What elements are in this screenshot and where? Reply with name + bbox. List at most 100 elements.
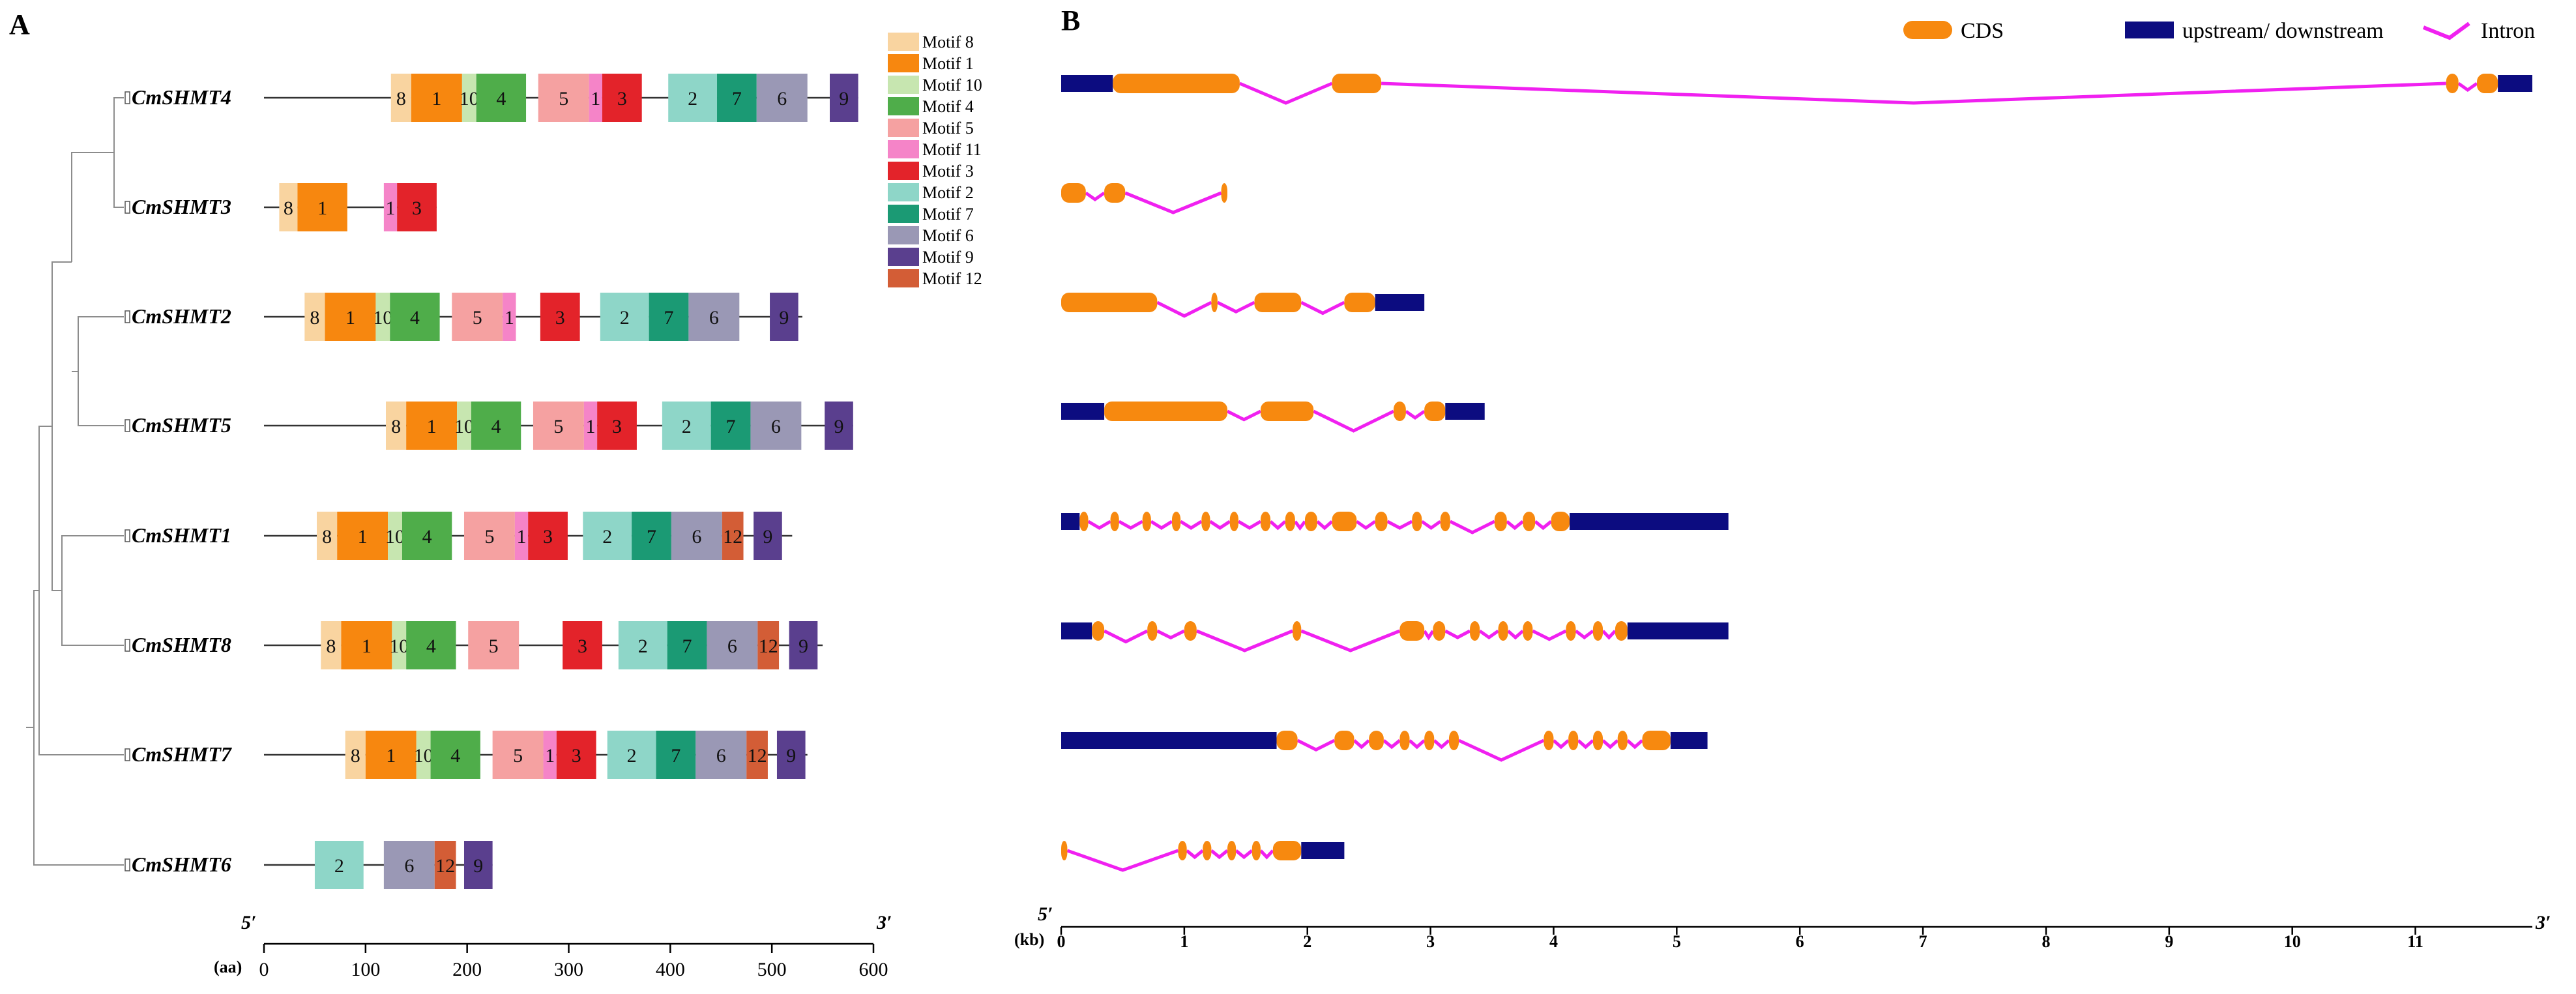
motif-label: 1 xyxy=(362,636,372,657)
kb-axis-tick-label: 8 xyxy=(2042,932,2050,951)
utr-block xyxy=(1445,403,1485,420)
motif-box xyxy=(688,293,740,341)
motif-row-cmshmt1: CmSHMT1 8 1 10 4 5 1 3 2 7 6 12 9 xyxy=(124,512,793,560)
cds-block xyxy=(1211,293,1218,312)
intron xyxy=(1209,519,1231,530)
intron xyxy=(1602,739,1619,750)
cds-block xyxy=(1147,621,1158,641)
tree-branch xyxy=(78,316,124,426)
motif-label: 8 xyxy=(322,526,332,548)
gene-structure-cmshmt4 xyxy=(1061,74,2532,105)
motif-box xyxy=(618,621,667,669)
motif-box xyxy=(492,731,544,779)
motif-box xyxy=(597,402,637,450)
cds-block xyxy=(1615,621,1628,641)
intron xyxy=(1103,629,1149,644)
cds-block xyxy=(1285,512,1295,531)
cds-block xyxy=(1079,512,1089,531)
intron xyxy=(1506,520,1524,531)
motif-box xyxy=(662,402,711,450)
cds-block xyxy=(1566,621,1576,641)
intron xyxy=(1316,520,1334,531)
cds-block xyxy=(1272,841,1302,860)
motif-label: 9 xyxy=(779,307,789,329)
cds-block xyxy=(1375,512,1388,531)
motif-label: 9 xyxy=(473,855,483,877)
motif-label: 4 xyxy=(410,307,420,329)
legend-swatch xyxy=(888,119,919,137)
kb-axis-tick-label: 2 xyxy=(1303,932,1311,951)
legend-swatch xyxy=(888,248,919,266)
cds-block xyxy=(1178,841,1187,860)
motif-box xyxy=(402,512,452,560)
aa-axis-tick-label: 300 xyxy=(554,959,583,980)
motif-label: 7 xyxy=(726,416,736,437)
intron xyxy=(1237,519,1262,530)
motif-box xyxy=(383,841,435,889)
cds-block xyxy=(1203,841,1212,860)
motif-box xyxy=(314,841,364,889)
legend-label: Motif 12 xyxy=(922,269,982,288)
motif-box xyxy=(750,402,802,450)
cds-block xyxy=(1229,512,1238,531)
motif-box xyxy=(707,621,758,669)
legend-swatch xyxy=(888,205,919,223)
cds-block xyxy=(1369,731,1384,750)
intron xyxy=(1577,739,1594,750)
motif-row-cmshmt7: CmSHMT7 8 1 10 4 5 1 3 2 7 6 12 9 xyxy=(124,731,808,779)
legend-label: Motif 4 xyxy=(922,97,974,116)
motif-box xyxy=(463,512,515,560)
cds-block xyxy=(1440,512,1450,531)
motif-box xyxy=(390,74,411,122)
legend-swatch xyxy=(888,33,919,51)
gene-label: CmSHMT1 xyxy=(132,523,231,547)
legend-label: Motif 7 xyxy=(922,205,974,224)
motif-label: 10 xyxy=(460,88,479,110)
intron xyxy=(1156,629,1185,640)
cds-block xyxy=(1592,731,1603,750)
motif-label: 3 xyxy=(555,307,565,329)
motif-box xyxy=(829,74,858,122)
motif-box xyxy=(383,183,398,231)
legend-label: Motif 5 xyxy=(922,119,974,138)
motif-box xyxy=(345,731,366,779)
motif-label: 7 xyxy=(682,636,692,657)
motif-box xyxy=(390,293,440,341)
gene-structure-rows xyxy=(1061,74,2532,872)
cds-block xyxy=(1260,402,1314,421)
kb-axis-tick-label: 9 xyxy=(2165,932,2173,951)
intron xyxy=(1186,849,1204,860)
intron xyxy=(1235,849,1253,860)
motif-label: 10 xyxy=(414,745,433,767)
motif-label: 2 xyxy=(620,307,630,329)
motif-label: 3 xyxy=(578,636,587,657)
legend-cds-symbol xyxy=(1903,21,1952,39)
kb-axis-tick-label: 0 xyxy=(1057,932,1066,951)
motif-box xyxy=(365,731,417,779)
gene-label: CmSHMT7 xyxy=(132,742,233,766)
motif-box xyxy=(754,512,782,560)
intron xyxy=(1420,519,1442,531)
motif-box xyxy=(756,74,808,122)
motif-label: 10 xyxy=(454,416,474,437)
intron xyxy=(1124,191,1222,214)
cds-block xyxy=(1523,621,1533,641)
motif-label: 6 xyxy=(692,526,701,548)
aa-axis-unit: (aa) xyxy=(214,957,242,976)
legend-label: Motif 3 xyxy=(922,162,974,181)
utr-block xyxy=(2498,75,2532,92)
intron xyxy=(1259,849,1274,860)
cds-block xyxy=(1201,512,1210,531)
cds-block xyxy=(1393,402,1406,421)
gene-structure-cmshmt5 xyxy=(1061,402,1485,433)
kb-axis-unit: (kb) xyxy=(1014,930,1044,949)
motif-box xyxy=(671,512,722,560)
cds-block xyxy=(1092,621,1105,641)
legend-utr-symbol xyxy=(2125,22,2174,38)
motif-label: 1 xyxy=(358,526,368,548)
motif-box xyxy=(583,512,632,560)
motif-box xyxy=(514,512,529,560)
cds-block xyxy=(1104,402,1227,421)
intron xyxy=(1179,519,1203,530)
